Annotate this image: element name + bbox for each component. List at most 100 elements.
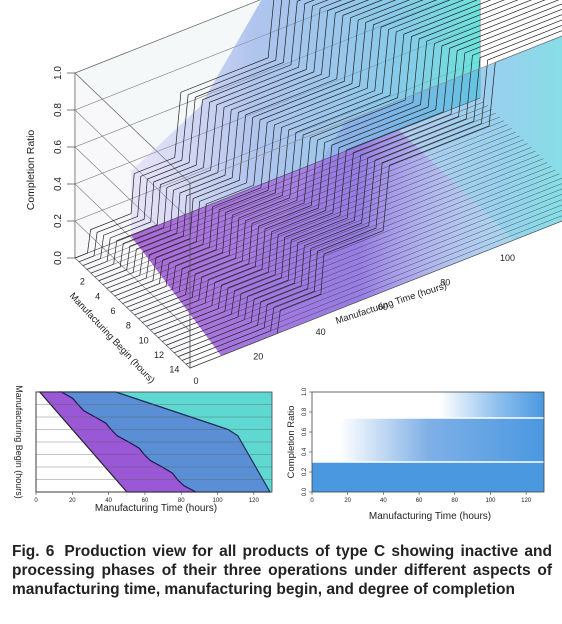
y-tick-label: 0.0 <box>302 487 308 496</box>
x-tick-label: 100 <box>213 498 224 504</box>
series-line <box>94 0 329 278</box>
y-tick-label: 10 <box>139 335 149 345</box>
x-tick-label: 60 <box>378 302 388 312</box>
z-tick-label: 1.0 <box>53 66 64 80</box>
floor-line <box>150 169 556 331</box>
heatmap-band-bottom <box>312 462 544 492</box>
x-tick-label: 80 <box>451 498 458 504</box>
series-line <box>185 30 562 365</box>
series-line <box>138 0 478 320</box>
series-line <box>134 0 465 316</box>
series-line <box>154 0 533 335</box>
series-line <box>181 24 562 361</box>
z-tick-label: 0.2 <box>53 214 64 228</box>
floor-line <box>166 188 562 346</box>
x-tick-label: 20 <box>69 498 76 504</box>
series-line <box>146 0 505 327</box>
floor-line <box>74 97 481 259</box>
x-tick-label: 20 <box>253 351 263 361</box>
series-line <box>74 0 275 259</box>
series-line <box>98 0 343 282</box>
chart-time-vs-completion-frame <box>311 391 545 493</box>
heatmap-band-middle <box>312 418 544 462</box>
figure-caption: Fig. 6 Production view for all products o… <box>12 542 552 599</box>
series-line <box>114 0 397 297</box>
x-tick-label: 80 <box>178 498 185 504</box>
series-line <box>78 0 283 263</box>
series-line <box>82 0 290 266</box>
floor-line <box>138 158 544 319</box>
series-line <box>90 0 316 274</box>
z-tick-label: 0.0 <box>53 251 64 265</box>
y-tick-label: 0.4 <box>302 447 308 456</box>
floor-line <box>90 112 496 274</box>
x-tick-label: 0 <box>193 376 198 386</box>
chart-3d-series-lines <box>74 0 562 369</box>
floor-line <box>134 154 540 316</box>
chart-time-vs-begin-x-ticks: 0 20 40 60 80 100 120 <box>34 492 260 504</box>
chart-time-vs-begin: 0 20 40 60 80 100 120 Manufacturing Time (hour… <box>14 385 273 514</box>
caption-number: Fig. 6 <box>12 543 55 560</box>
front-edge <box>189 183 562 369</box>
x-tick-label: 40 <box>380 498 387 504</box>
series-line <box>142 0 492 323</box>
x-tick-label: 0 <box>34 498 38 504</box>
y-tick-label: 6 <box>110 306 115 316</box>
chart-time-vs-completion-y-label: Completion Ratio <box>286 406 297 479</box>
x-tick-label: 60 <box>142 498 149 504</box>
floor-line <box>114 135 520 297</box>
x-tick-label: 40 <box>316 327 326 337</box>
series-line <box>177 19 562 357</box>
floor-line <box>106 128 512 289</box>
floor-line <box>185 215 562 365</box>
chart-time-vs-completion-y-ticks: 0.0 0.2 0.4 0.6 0.8 1.0 <box>302 387 312 496</box>
series-line <box>174 14 562 354</box>
z-tick-label: 0.4 <box>53 177 64 191</box>
y-tick-label: 0.8 <box>302 407 308 416</box>
x-tick-label: 100 <box>485 498 496 504</box>
chart-time-vs-begin-frame <box>35 391 273 493</box>
series-line <box>189 35 562 369</box>
series-line <box>170 8 562 350</box>
series-line <box>106 0 370 289</box>
floor-line <box>170 194 562 350</box>
x-tick-label: 120 <box>521 498 532 504</box>
floor-line <box>86 109 492 270</box>
chart-3d-z-label: Completion Ratio <box>25 130 37 211</box>
figure: 0.0 0.2 0.4 0.6 0.8 1.0 246 8 10 12 14 0 20 40 60 80 1… <box>14 0 562 522</box>
series-line <box>118 0 410 301</box>
series-line <box>130 0 451 312</box>
floor-line <box>146 166 552 327</box>
y-tick-label: 0.6 <box>302 427 308 436</box>
top-edge <box>189 35 562 184</box>
x-tick-label: 20 <box>344 498 351 504</box>
y-tick-label: 0.2 <box>302 467 308 476</box>
floor-line <box>118 139 524 300</box>
y-tick-label: 1.0 <box>302 387 308 396</box>
floor-line <box>174 199 562 354</box>
series-line <box>150 0 519 331</box>
x-tick-label: 60 <box>416 498 423 504</box>
y-tick-label: 8 <box>126 321 131 331</box>
y-tick-label: 4 <box>95 291 100 301</box>
floor-line <box>178 204 562 357</box>
chart-3d-z-ticks: 0.0 0.2 0.4 0.6 0.8 1.0 <box>53 66 75 265</box>
chart-time-vs-begin-grid <box>36 404 272 480</box>
floor-line <box>82 105 489 266</box>
floor-line <box>94 116 500 278</box>
series-line <box>166 3 562 346</box>
floor-line <box>78 101 485 262</box>
series-line <box>86 0 302 270</box>
series-line <box>122 0 424 304</box>
z-tick-label: 0.6 <box>53 140 64 154</box>
series-line <box>126 0 438 308</box>
y-tick-label: 12 <box>154 350 164 360</box>
x-tick-label: 40 <box>105 498 112 504</box>
chart-time-vs-begin-x-label: Manufacturing Time (hours) <box>95 503 217 514</box>
chart-time-vs-begin-y-label: Manufacturing Begin (hours) <box>14 385 24 499</box>
series-line <box>102 0 356 285</box>
chart-time-vs-completion-x-label: Manufacturing Time (hours) <box>369 511 491 522</box>
floor-line <box>181 210 562 361</box>
floor-line <box>102 124 508 285</box>
